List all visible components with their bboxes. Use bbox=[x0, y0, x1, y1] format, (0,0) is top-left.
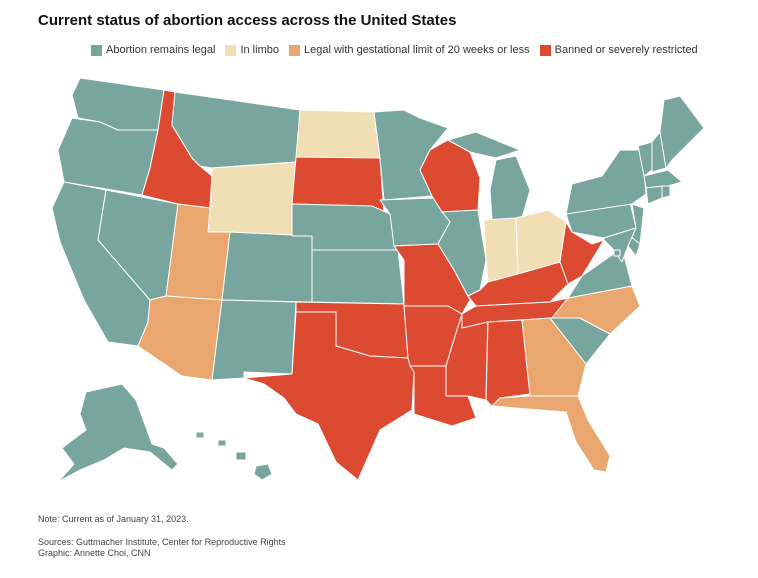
state-michigan[interactable] bbox=[489, 155, 531, 221]
sources-line: Sources: Guttmacher Institute, Center fo… bbox=[38, 537, 286, 547]
state-florida[interactable] bbox=[491, 395, 611, 473]
state-dc[interactable] bbox=[613, 249, 621, 257]
legend-swatch-legal bbox=[91, 44, 102, 56]
state-colorado[interactable] bbox=[221, 231, 313, 303]
state-wisconsin[interactable] bbox=[419, 139, 481, 213]
state-north-dakota[interactable] bbox=[295, 109, 381, 159]
state-hawaii-maui[interactable] bbox=[235, 451, 247, 461]
legend-swatch-limbo bbox=[225, 44, 237, 56]
state-rhode-island[interactable] bbox=[661, 185, 671, 199]
state-georgia[interactable] bbox=[521, 317, 587, 397]
legend-label-banned: Banned or severely restricted bbox=[554, 44, 698, 56]
state-michigan-upper[interactable] bbox=[447, 131, 521, 159]
state-new-mexico[interactable] bbox=[211, 299, 297, 381]
legend-item-banned: Banned or severely restricted bbox=[539, 44, 698, 56]
state-massachusetts[interactable] bbox=[643, 169, 683, 189]
legend-swatch-banned bbox=[539, 44, 551, 56]
legend-label-gestational-limit: Legal with gestational limit of 20 weeks… bbox=[303, 44, 530, 56]
state-alaska[interactable] bbox=[57, 383, 179, 483]
state-maryland[interactable] bbox=[603, 227, 637, 263]
legend-label-limbo: In limbo bbox=[240, 44, 279, 56]
state-arizona[interactable] bbox=[137, 295, 223, 381]
map-sources: Sources: Guttmacher Institute, Center fo… bbox=[38, 537, 286, 559]
map-note: Note: Current as of January 31, 2023. bbox=[38, 514, 189, 524]
state-virginia[interactable] bbox=[567, 247, 633, 299]
state-west-virginia[interactable] bbox=[559, 221, 605, 285]
legend-item-legal: Abortion remains legal bbox=[91, 44, 215, 56]
legend-item-limbo: In limbo bbox=[225, 44, 279, 56]
map-title: Current status of abortion access across… bbox=[38, 12, 457, 29]
legend-item-gestational-limit: Legal with gestational limit of 20 weeks… bbox=[288, 44, 530, 56]
state-wyoming[interactable] bbox=[207, 161, 297, 237]
legend-label-legal: Abortion remains legal bbox=[106, 44, 216, 56]
state-hawaii-kauai[interactable] bbox=[195, 431, 205, 439]
credit-line: Graphic: Annette Choi, CNN bbox=[38, 548, 151, 558]
legend-swatch-gestational-limit bbox=[288, 44, 300, 56]
state-indiana[interactable] bbox=[483, 217, 519, 283]
state-kansas[interactable] bbox=[311, 249, 405, 305]
state-hawaii-oahu[interactable] bbox=[217, 439, 227, 447]
legend: Abortion remains legal In limbo Legal wi… bbox=[91, 44, 698, 56]
state-montana[interactable] bbox=[171, 91, 301, 169]
state-connecticut[interactable] bbox=[645, 185, 663, 205]
state-hawaii-main[interactable] bbox=[253, 463, 273, 481]
state-maine[interactable] bbox=[659, 95, 705, 169]
state-texas[interactable] bbox=[243, 311, 415, 481]
